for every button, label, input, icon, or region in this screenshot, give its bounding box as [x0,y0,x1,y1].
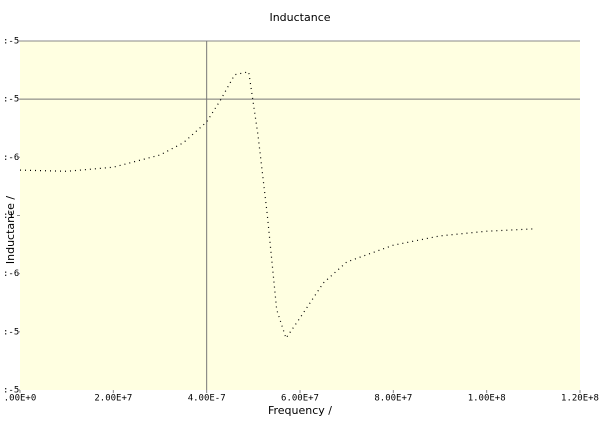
chart-title: Inductance [269,11,330,24]
x-tick-label: 1.00E+8 [468,394,506,404]
y-tick-label: :-5 [3,327,19,337]
x-tick-label: .00E+0 [4,394,37,404]
x-tick-label: 4.00E-7 [188,394,226,404]
x-tick-label: 2.00E+7 [94,394,132,404]
y-tick-label: :-5 [3,37,19,47]
y-tick-label: :-6 [3,153,19,163]
x-axis-label: Frequency / [268,404,332,417]
x-tick-label: 8.00E+7 [374,394,412,404]
plot-area [20,41,580,390]
y-tick-label: :-6 [3,269,19,279]
y-tick-label: :-5 [3,95,19,105]
x-tick-label: 6.00E+7 [281,394,319,404]
y-axis-label: Inductance / [4,196,17,265]
y-tick-label: :-5 [3,386,19,396]
y-tick-label: :1 [3,211,14,221]
x-tick-label: 1.20E+8 [561,394,599,404]
